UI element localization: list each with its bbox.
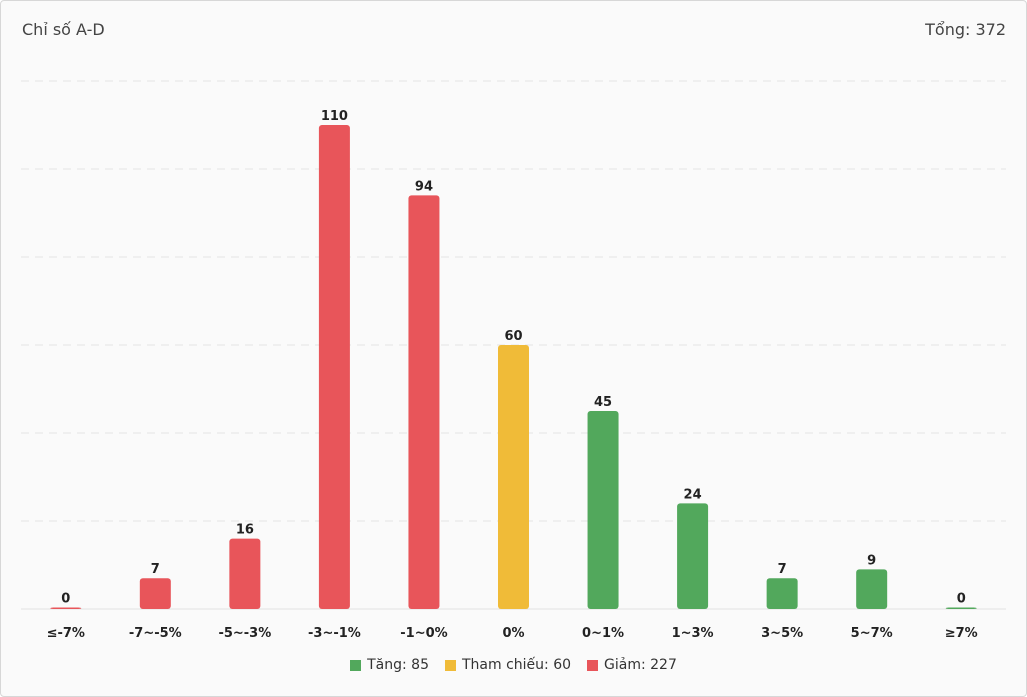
bar[interactable] xyxy=(408,195,440,609)
x-tick-label: 1~3% xyxy=(672,626,714,641)
bar-value-label: 7 xyxy=(778,562,787,577)
legend-label-up: Tăng: 85 xyxy=(367,657,429,673)
bar-value-label: 7 xyxy=(151,562,160,577)
x-tick-label: 0~1% xyxy=(582,626,624,641)
bar[interactable] xyxy=(677,503,709,609)
x-tick-label: ≥7% xyxy=(945,626,978,641)
bar-value-label: 60 xyxy=(504,329,522,344)
x-tick-label: ≤-7% xyxy=(47,626,85,641)
bar-value-label: 45 xyxy=(594,395,612,410)
legend-swatch-down xyxy=(587,659,599,671)
bar-chart: 0 ≤-7% 7 -7~-5% 16 -5~-3% 110 -3~-1% 94 -1~0% 60 0%… xyxy=(21,80,1006,641)
bar-value-label: 0 xyxy=(61,592,70,607)
bar-value-label: 110 xyxy=(321,109,348,124)
total-count: Tổng: 372 xyxy=(925,20,1006,39)
bar[interactable] xyxy=(766,578,798,609)
x-tick-label: 5~7% xyxy=(851,626,893,641)
legend-item-ref[interactable]: Tham chiếu: 60 xyxy=(445,657,571,673)
legend-item-up[interactable]: Tăng: 85 xyxy=(350,657,429,673)
bar[interactable] xyxy=(587,411,619,609)
chart-title: Chỉ số A-D xyxy=(22,20,105,39)
bar-value-label: 16 xyxy=(236,523,254,538)
x-tick-label: -7~-5% xyxy=(129,626,182,641)
bar[interactable] xyxy=(856,569,888,609)
bar[interactable] xyxy=(139,578,171,609)
x-tick-label: -1~0% xyxy=(400,626,447,641)
x-tick-label: 3~5% xyxy=(761,626,803,641)
bar-value-label: 0 xyxy=(957,592,966,607)
legend: Tăng: 85 Tham chiếu: 60 Giảm: 227 xyxy=(1,657,1026,673)
bar[interactable] xyxy=(229,538,261,609)
bar[interactable] xyxy=(318,125,350,609)
legend-swatch-ref xyxy=(445,659,456,671)
legend-swatch-up xyxy=(350,659,362,671)
legend-label-down: Giảm: 227 xyxy=(604,657,677,673)
legend-item-down[interactable]: Giảm: 227 xyxy=(587,657,677,673)
bar-value-label: 9 xyxy=(867,553,876,568)
bar[interactable] xyxy=(945,607,977,610)
legend-label-ref: Tham chiếu: 60 xyxy=(462,657,572,673)
x-tick-label: -5~-3% xyxy=(218,626,271,641)
x-tick-label: 0% xyxy=(502,626,524,641)
x-tick-label: -3~-1% xyxy=(308,626,361,641)
bar-value-label: 24 xyxy=(684,487,702,502)
bar-value-label: 94 xyxy=(415,179,433,194)
bar[interactable] xyxy=(50,607,82,610)
bar[interactable] xyxy=(498,345,529,609)
